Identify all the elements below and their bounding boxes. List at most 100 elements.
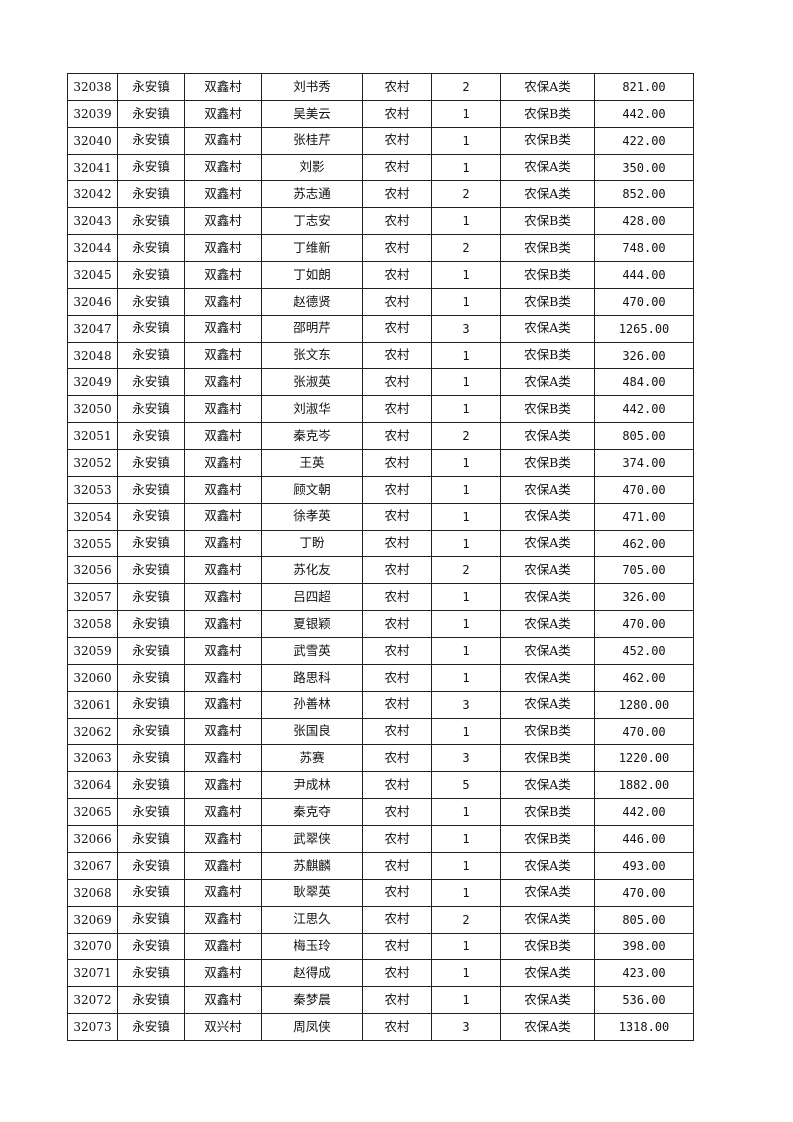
village-cell: 双鑫村 (184, 502, 262, 531)
household-count-cell: 1 (431, 878, 501, 907)
amount-cell: 442.00 (594, 395, 694, 424)
table-row: 32042 永安镇 双鑫村 苏志通 农村 2 农保A类 852.00 (67, 180, 694, 209)
insurance-category-cell: 农保A类 (500, 368, 595, 397)
person-name-cell: 丁维新 (261, 234, 363, 263)
town-cell: 永安镇 (117, 261, 185, 289)
residence-type-cell: 农村 (362, 341, 432, 370)
town-cell: 永安镇 (117, 99, 185, 128)
record-id-cell: 32056 (67, 556, 118, 585)
residence-type-cell: 农村 (362, 637, 432, 665)
residence-type-cell: 农村 (362, 959, 432, 988)
village-cell: 双鑫村 (184, 583, 262, 612)
amount-cell: 471.00 (594, 502, 694, 531)
village-cell: 双鑫村 (184, 153, 262, 182)
residence-type-cell: 农村 (362, 395, 432, 424)
table-row: 32066 永安镇 双鑫村 武翠侠 农村 1 农保B类 446.00 (67, 825, 694, 853)
household-count-cell: 2 (431, 234, 501, 263)
town-cell: 永安镇 (117, 851, 185, 880)
residence-type-cell: 农村 (362, 449, 432, 477)
residence-type-cell: 农村 (362, 744, 432, 773)
household-count-cell: 1 (431, 368, 501, 397)
household-count-cell: 2 (431, 905, 501, 934)
town-cell: 永安镇 (117, 422, 185, 451)
person-name-cell: 秦梦晨 (261, 986, 363, 1015)
village-cell: 双鑫村 (184, 986, 262, 1015)
village-cell: 双鑫村 (184, 851, 262, 880)
residence-type-cell: 农村 (362, 1013, 432, 1041)
residence-type-cell: 农村 (362, 180, 432, 209)
record-id-cell: 32067 (67, 851, 118, 880)
residence-type-cell: 农村 (362, 73, 432, 101)
village-cell: 双鑫村 (184, 825, 262, 853)
amount-cell: 748.00 (594, 234, 694, 263)
insurance-category-cell: 农保A类 (500, 1013, 595, 1041)
residence-type-cell: 农村 (362, 234, 432, 263)
table-row: 32052 永安镇 双鑫村 王英 农村 1 农保B类 374.00 (67, 449, 694, 477)
table-row: 32071 永安镇 双鑫村 赵得成 农村 1 农保A类 423.00 (67, 959, 694, 988)
household-count-cell: 1 (431, 851, 501, 880)
household-count-cell: 1 (431, 986, 501, 1015)
insurance-category-cell: 农保B类 (500, 744, 595, 773)
person-name-cell: 周凤侠 (261, 1013, 363, 1041)
record-id-cell: 32070 (67, 932, 118, 961)
village-cell: 双鑫村 (184, 610, 262, 639)
amount-cell: 536.00 (594, 986, 694, 1015)
person-name-cell: 苏赛 (261, 744, 363, 773)
person-name-cell: 苏志通 (261, 180, 363, 209)
record-id-cell: 32042 (67, 180, 118, 209)
town-cell: 永安镇 (117, 637, 185, 665)
village-cell: 双鑫村 (184, 717, 262, 746)
household-count-cell: 1 (431, 717, 501, 746)
insurance-category-cell: 农保A类 (500, 959, 595, 988)
village-cell: 双鑫村 (184, 878, 262, 907)
person-name-cell: 徐孝英 (261, 502, 363, 531)
record-id-cell: 32050 (67, 395, 118, 424)
insurance-category-cell: 农保B类 (500, 261, 595, 289)
record-id-cell: 32051 (67, 422, 118, 451)
residence-type-cell: 农村 (362, 905, 432, 934)
record-id-cell: 32069 (67, 905, 118, 934)
record-id-cell: 32055 (67, 529, 118, 558)
residence-type-cell: 农村 (362, 422, 432, 451)
record-id-cell: 32057 (67, 583, 118, 612)
table-row: 32045 永安镇 双鑫村 丁如朗 农村 1 农保B类 444.00 (67, 261, 694, 289)
person-name-cell: 刘影 (261, 153, 363, 182)
record-id-cell: 32061 (67, 690, 118, 719)
record-id-cell: 32047 (67, 314, 118, 343)
town-cell: 永安镇 (117, 905, 185, 934)
household-count-cell: 1 (431, 610, 501, 639)
record-id-cell: 32063 (67, 744, 118, 773)
amount-cell: 462.00 (594, 663, 694, 692)
village-cell: 双鑫村 (184, 744, 262, 773)
town-cell: 永安镇 (117, 771, 185, 800)
amount-cell: 470.00 (594, 475, 694, 504)
household-count-cell: 1 (431, 502, 501, 531)
amount-cell: 1220.00 (594, 744, 694, 773)
record-id-cell: 32048 (67, 341, 118, 370)
residence-type-cell: 农村 (362, 690, 432, 719)
person-name-cell: 赵德贤 (261, 287, 363, 316)
village-cell: 双鑫村 (184, 529, 262, 558)
amount-cell: 442.00 (594, 99, 694, 128)
village-cell: 双鑫村 (184, 341, 262, 370)
household-count-cell: 1 (431, 261, 501, 289)
record-id-cell: 32064 (67, 771, 118, 800)
household-count-cell: 1 (431, 99, 501, 128)
record-id-cell: 32059 (67, 637, 118, 665)
person-name-cell: 王英 (261, 449, 363, 477)
person-name-cell: 夏银颖 (261, 610, 363, 639)
insurance-category-cell: 农保B类 (500, 932, 595, 961)
amount-cell: 326.00 (594, 583, 694, 612)
amount-cell: 852.00 (594, 180, 694, 209)
record-id-cell: 32041 (67, 153, 118, 182)
record-id-cell: 32040 (67, 126, 118, 155)
amount-cell: 398.00 (594, 932, 694, 961)
town-cell: 永安镇 (117, 583, 185, 612)
insurance-category-cell: 农保A类 (500, 583, 595, 612)
town-cell: 永安镇 (117, 73, 185, 101)
household-count-cell: 1 (431, 637, 501, 665)
table-row: 32038 永安镇 双鑫村 刘书秀 农村 2 农保A类 821.00 (67, 73, 694, 101)
amount-cell: 470.00 (594, 878, 694, 907)
amount-cell: 446.00 (594, 825, 694, 853)
person-name-cell: 吴美云 (261, 99, 363, 128)
